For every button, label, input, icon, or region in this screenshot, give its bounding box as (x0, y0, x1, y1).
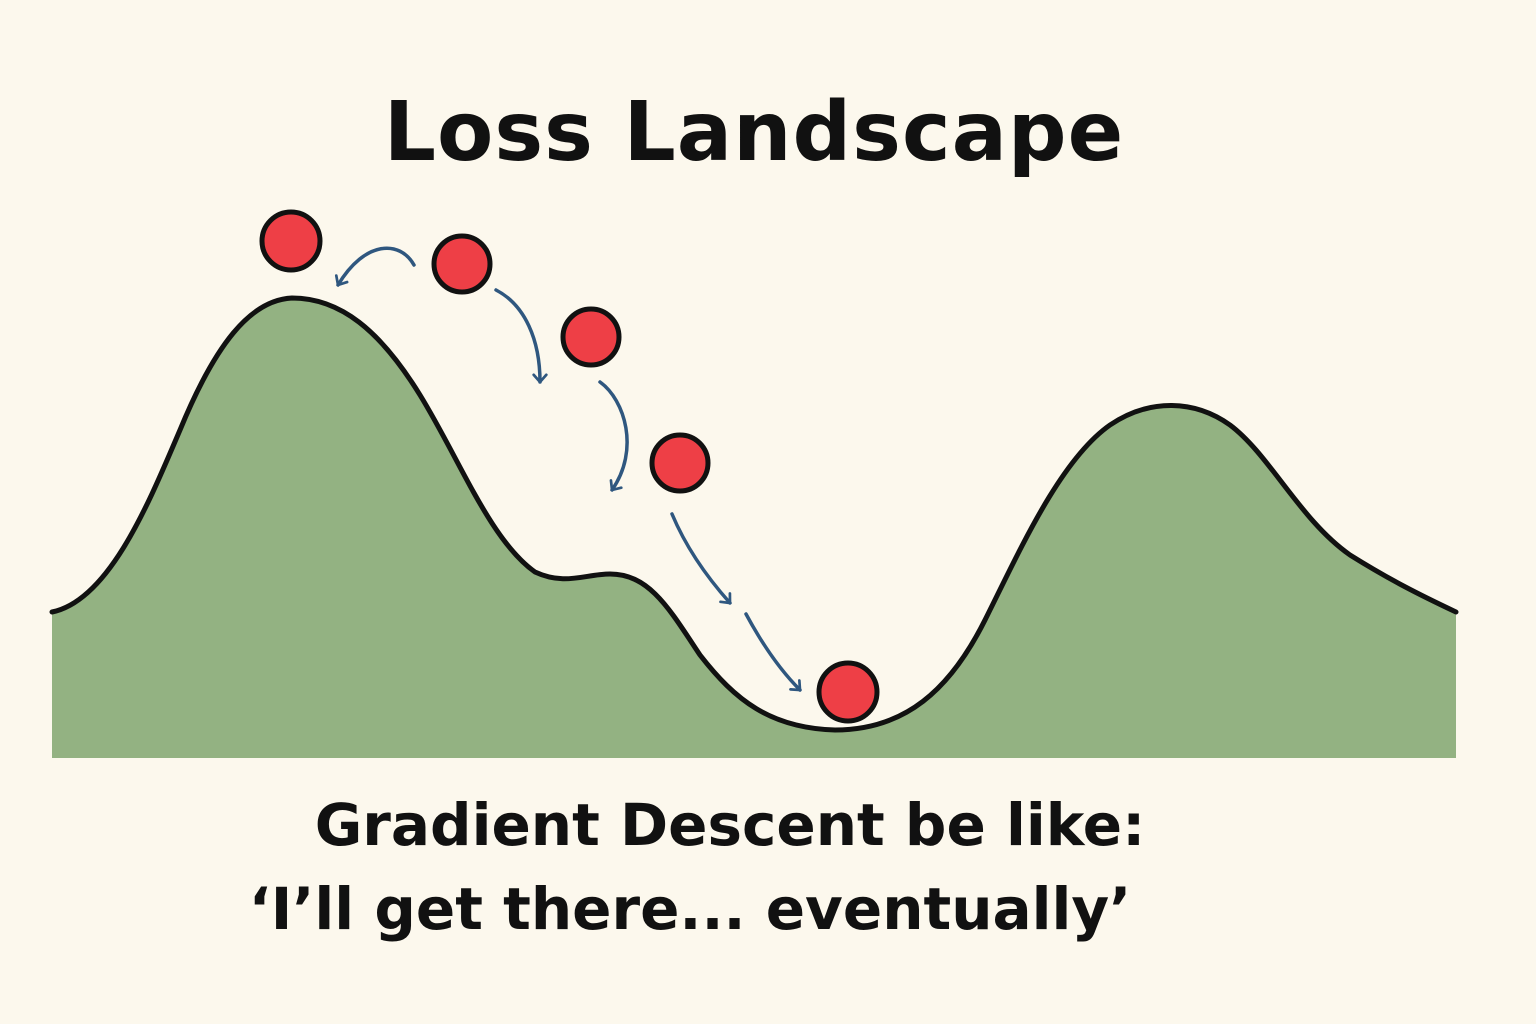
arrow-overshoot (334, 246, 416, 287)
ball-overshoot (259, 209, 323, 273)
landscape-area (52, 298, 1456, 758)
diagram-title: Loss Landscape (383, 85, 1125, 180)
ball-start (431, 233, 493, 295)
arrow-step-2 (598, 380, 629, 492)
landscape-curve (49, 295, 1459, 733)
arrow-step-1 (494, 288, 548, 384)
arrow-step-3a (670, 512, 732, 605)
ball-minimum (816, 660, 880, 724)
ball-step-3 (649, 432, 711, 494)
arrow-step-3b (744, 612, 802, 692)
caption-line-2: ‘I’ll get there... eventually’ (248, 875, 1132, 943)
ball-step-2 (560, 306, 622, 368)
caption-line-1: Gradient Descent be like: (314, 791, 1146, 859)
